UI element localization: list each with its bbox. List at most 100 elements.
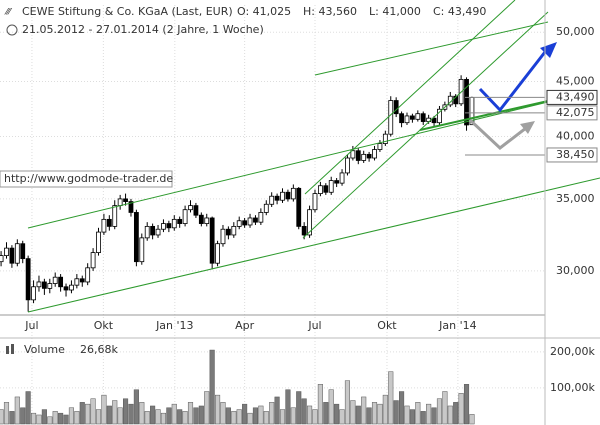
- x-tick-label: Okt: [94, 319, 114, 332]
- volume-bar: [453, 402, 459, 425]
- ohlc-label: L: 41,000: [369, 5, 421, 18]
- volume-bar: [68, 407, 74, 425]
- candle-body: [106, 218, 112, 227]
- volume-bar: [9, 411, 15, 425]
- y-tick-label: 40,000: [556, 130, 595, 143]
- candle-body: [307, 209, 312, 236]
- candle-body: [415, 113, 421, 120]
- volume-bar: [393, 400, 399, 425]
- volume-bar: [177, 409, 183, 425]
- candle-body: [345, 157, 350, 174]
- volume-bar: [150, 405, 156, 425]
- volume-bar: [285, 389, 291, 425]
- y-tick-label: 30,000: [556, 264, 595, 277]
- volume-bar: [14, 396, 20, 425]
- candle-body: [209, 217, 215, 264]
- volume-bar: [458, 393, 464, 425]
- volume-bar: [269, 402, 275, 425]
- volume-bar: [41, 409, 47, 425]
- volume-bar: [128, 403, 134, 425]
- candle-body: [63, 286, 69, 291]
- volume-bar: [155, 409, 161, 425]
- watermark-box: [0, 170, 173, 188]
- volume-bar: [388, 371, 394, 425]
- volume-current: 26,68k: [80, 343, 118, 356]
- volume-tick-label: 100,00k: [550, 381, 595, 394]
- volume-bar: [74, 411, 80, 425]
- ohlc-label: O: 41,025: [237, 5, 291, 18]
- subtitle: 21.05.2012 - 27.01.2014 (2 Jahre, 1 Woch…: [22, 23, 264, 36]
- volume-bar: [355, 405, 361, 425]
- candle-body: [144, 225, 150, 239]
- header: ⁄⁄⁄ CEWE Stiftung & Co. KGaA (Last, EUR)…: [4, 5, 486, 36]
- volume-bar: [447, 405, 453, 425]
- candle-body: [150, 225, 156, 236]
- volume-tick-label: 200,00k: [550, 345, 595, 358]
- volume-bar: [139, 402, 145, 425]
- level-box: [546, 89, 598, 105]
- trend-line: [302, 11, 549, 239]
- volume-bar: [279, 409, 286, 425]
- volume-bar: [225, 407, 231, 425]
- x-tick-label: Jan '13: [155, 319, 193, 332]
- candle-body: [198, 214, 204, 224]
- level-label: 38,450: [556, 148, 595, 161]
- volume-bar: [95, 409, 102, 425]
- candle-body: [285, 191, 291, 200]
- trend-line: [314, 21, 549, 76]
- volume-bar: [290, 407, 296, 425]
- candle-body: [382, 133, 388, 144]
- candle-body: [372, 149, 377, 159]
- volume-bar: [63, 414, 69, 425]
- trend-lines: [27, 0, 600, 313]
- y-tick-label: 45,000: [556, 74, 595, 87]
- candle-body: [464, 78, 469, 126]
- candle-body: [85, 267, 91, 283]
- volume-bar: [436, 398, 443, 425]
- volume-bar: [296, 391, 302, 425]
- candle-body: [177, 218, 183, 224]
- volume-bar: [215, 394, 221, 425]
- candle-body: [0, 255, 4, 263]
- volume-bar: [442, 391, 448, 425]
- volume-bar: [204, 391, 210, 425]
- volume-bar: [52, 411, 58, 425]
- candle-body: [274, 195, 280, 201]
- volume-bar: [193, 407, 199, 425]
- x-tick-label: Jan '14: [438, 319, 476, 332]
- volume-bar: [198, 405, 204, 425]
- candle-body: [133, 212, 139, 263]
- candle-body: [90, 252, 96, 269]
- candle-body: [161, 223, 166, 230]
- volume-bar: [133, 389, 139, 425]
- candle-body: [193, 205, 199, 216]
- candle-body: [437, 108, 442, 124]
- volume-bar: [252, 407, 259, 425]
- volume-bar: [236, 409, 242, 425]
- candle-body: [388, 100, 394, 135]
- volume-bar: [166, 407, 172, 425]
- arrow-head: [520, 121, 535, 134]
- volume-bar: [47, 416, 53, 425]
- volume-icon: [11, 344, 14, 354]
- candle-body: [328, 180, 334, 193]
- volume-bar: [79, 402, 85, 425]
- volume-bar: [101, 394, 107, 425]
- arrows: [468, 42, 557, 150]
- volume-bar: [399, 391, 405, 425]
- candle-body: [231, 225, 237, 236]
- candle-body: [242, 220, 248, 226]
- volume-bar: [366, 407, 372, 425]
- y-tick-label: 50,000: [556, 25, 595, 38]
- grid: [0, 5, 545, 425]
- volume-title: Volume: [24, 343, 65, 356]
- candle-body: [204, 217, 210, 224]
- volume-bar: [36, 414, 42, 425]
- trend-line: [304, 0, 516, 195]
- candle-body: [393, 100, 399, 115]
- volume-bar: [420, 411, 426, 425]
- trend-line: [27, 101, 549, 229]
- candle-body: [258, 212, 264, 223]
- candle-body: [280, 191, 285, 201]
